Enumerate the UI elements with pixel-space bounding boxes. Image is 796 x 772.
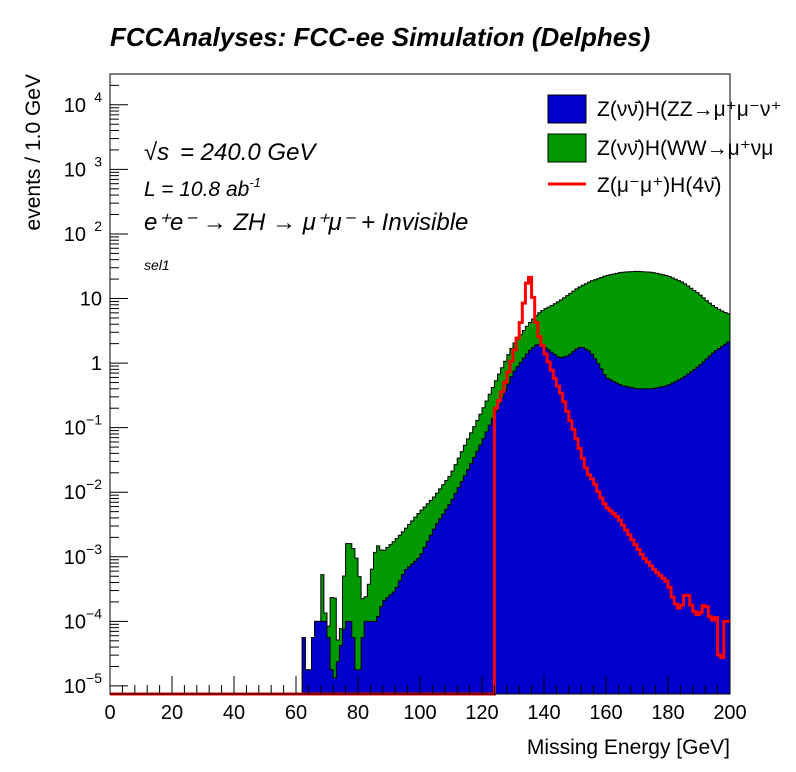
legend-entry-label: Z(νν̄)H(ZZ→μ⁺μ⁻ν⁺ [597, 98, 782, 121]
y-tick-exponent: −1 [86, 412, 102, 428]
x-tick-label: 180 [651, 702, 684, 724]
y-tick-label: 10 [64, 418, 86, 440]
legend-entry-label: Z(μ⁻μ⁺)H(4ν̄) [597, 174, 722, 197]
y-tick-label: 10 [64, 676, 86, 698]
y-tick-label: 10 [64, 547, 86, 569]
y-tick-label: 10 [64, 611, 86, 633]
x-tick-label: 40 [223, 702, 245, 724]
lumi-label: L = 10.8 ab-1 [144, 175, 261, 201]
x-tick-label: 100 [403, 702, 436, 724]
plot-area: 0 20 40 60 80 100 120 140 160 180 200 10−510−410−3… [64, 73, 747, 724]
x-tick-label: 60 [285, 702, 307, 724]
x-axis-ticks: 0 20 40 60 80 100 120 140 160 180 200 [104, 676, 747, 724]
sqrt-s-symbol: √s [144, 139, 169, 166]
legend-swatch [547, 133, 587, 163]
legend: Z(νν̄)H(ZZ→μ⁺μ⁻ν⁺ Z(νν̄)H(WW→μ⁺νμ Z(μ⁻μ⁺)H… [547, 94, 782, 197]
sqrt-s-label: = 240.0 GeV [180, 139, 317, 166]
y-axis-label: events / 1.0 GeV [22, 74, 45, 230]
x-tick-label: 120 [465, 702, 498, 724]
x-tick-label: 200 [713, 702, 746, 724]
x-tick-label: 0 [104, 702, 115, 724]
selection-label: sel1 [144, 257, 170, 273]
chart-title: FCCAnalyses: FCC-ee Simulation (Delphes) [110, 22, 650, 52]
annotations: √s = 240.0 GeV L = 10.8 ab-1 e⁺e⁻ → ZH →… [144, 139, 468, 273]
y-tick-exponent: 4 [94, 89, 102, 105]
y-tick-label: 10 [64, 159, 86, 181]
y-tick-exponent: −4 [86, 605, 102, 621]
y-tick-label: 1 [91, 353, 102, 375]
y-tick-exponent: −5 [86, 670, 102, 686]
y-tick-exponent: −3 [86, 541, 102, 557]
y-tick-label: 10 [80, 289, 102, 311]
process-label: e⁺e⁻ → ZH → μ⁺μ⁻ + Invisible [144, 209, 468, 236]
y-tick-label: 10 [64, 482, 86, 504]
lumi-exponent: -1 [249, 175, 261, 190]
legend-swatch [547, 94, 587, 124]
legend-entry-label: Z(νν̄)H(WW→μ⁺νμ [597, 137, 773, 160]
y-tick-label: 10 [64, 95, 86, 117]
y-tick-exponent: 2 [94, 218, 102, 234]
x-tick-label: 140 [527, 702, 560, 724]
x-tick-label: 20 [161, 702, 183, 724]
y-tick-exponent: 3 [94, 153, 102, 169]
lumi-value: L = 10.8 ab [144, 178, 250, 201]
y-tick-exponent: −2 [86, 476, 102, 492]
x-tick-label: 160 [589, 702, 622, 724]
y-tick-label: 10 [64, 224, 86, 246]
x-axis-label: Missing Energy [GeV] [527, 736, 730, 759]
x-tick-label: 80 [347, 702, 369, 724]
